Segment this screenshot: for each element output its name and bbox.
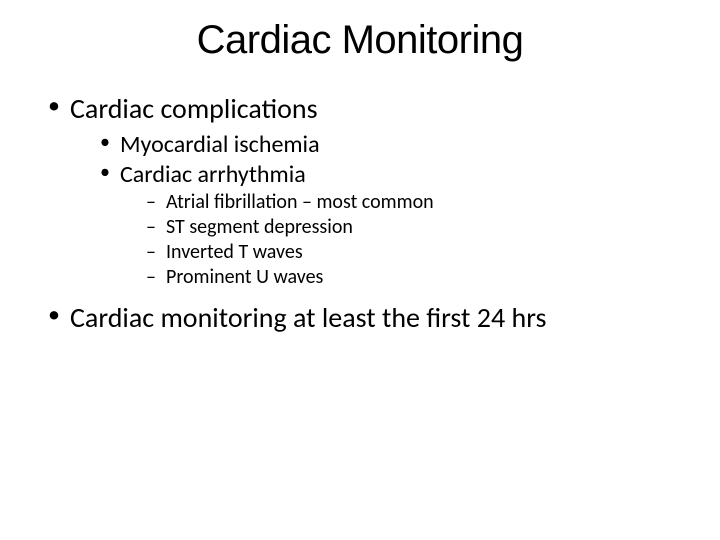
spacer bbox=[42, 290, 680, 300]
bullet-level3: Inverted T waves bbox=[144, 240, 680, 265]
bullet-level2: Cardiac arrhythmia bbox=[96, 160, 680, 190]
bullet-level1: Cardiac complications bbox=[42, 91, 680, 126]
bullet-level3: Atrial fibrillation – most common bbox=[144, 190, 680, 215]
slide-title: Cardiac Monitoring bbox=[40, 18, 680, 63]
bullet-level1: Cardiac monitoring at least the first 24… bbox=[42, 300, 680, 335]
bullet-level3: Prominent U waves bbox=[144, 265, 680, 290]
bullet-level2: Myocardial ischemia bbox=[96, 130, 680, 160]
bullet-level3: ST segment depression bbox=[144, 215, 680, 240]
slide: Cardiac Monitoring Cardiac complications… bbox=[0, 0, 720, 540]
slide-content: Cardiac complications Myocardial ischemi… bbox=[40, 91, 680, 335]
